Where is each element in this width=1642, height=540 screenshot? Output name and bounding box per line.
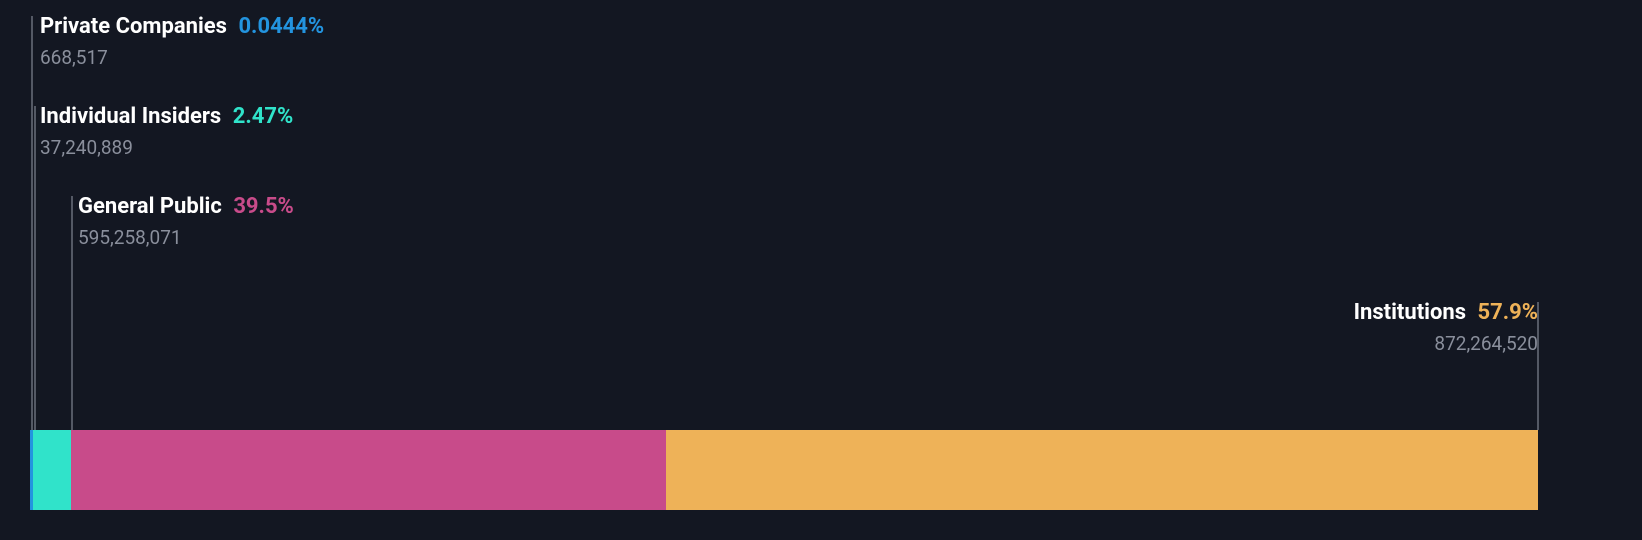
segment-name: Institutions: [1354, 300, 1466, 325]
segment-count: 37,240,889: [40, 136, 293, 159]
connector-individual-insiders: [34, 106, 36, 430]
stacked-bar: [30, 430, 1538, 510]
bar-seg-individual-insiders: [33, 430, 70, 510]
segment-count: 872,264,520: [1354, 332, 1538, 355]
connector-general-public: [71, 196, 73, 430]
segment-pct: 2.47%: [233, 104, 294, 129]
connector-private-companies: [31, 16, 33, 430]
bar-seg-general-public: [71, 430, 667, 510]
bar-seg-institutions: [666, 430, 1538, 510]
label-institutions: Institutions 57.9% 872,264,520: [1354, 300, 1538, 355]
segment-name: Individual Insiders: [40, 104, 221, 129]
label-individual-insiders: Individual Insiders 2.47% 37,240,889: [40, 104, 293, 159]
label-private-companies: Private Companies 0.0444% 668,517: [40, 14, 324, 69]
segment-count: 668,517: [40, 46, 324, 69]
segment-name: Private Companies: [40, 14, 227, 39]
segment-pct: 0.0444%: [238, 14, 324, 39]
label-general-public: General Public 39.5% 595,258,071: [78, 194, 294, 249]
segment-count: 595,258,071: [78, 226, 294, 249]
segment-pct: 57.9%: [1477, 300, 1538, 325]
segment-pct: 39.5%: [233, 194, 294, 219]
ownership-breakdown-chart: Private Companies 0.0444% 668,517 Indivi…: [0, 0, 1642, 540]
segment-name: General Public: [78, 194, 222, 219]
